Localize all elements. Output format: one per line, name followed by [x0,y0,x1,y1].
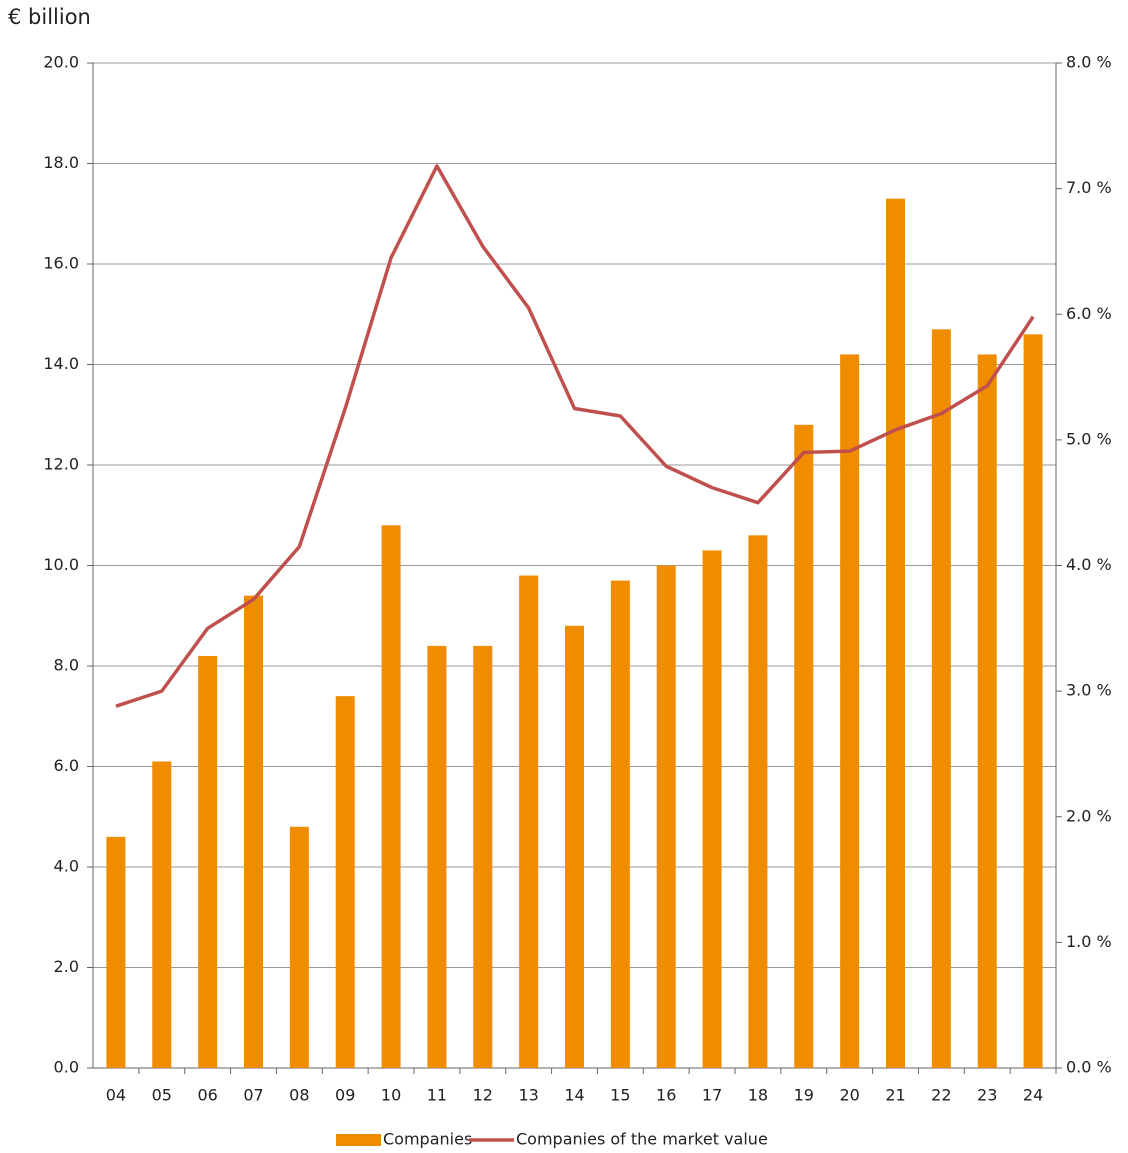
bar [656,565,676,1068]
bar [931,329,951,1068]
y2-tick-label: 1.0 % [1066,932,1112,951]
bar [152,761,172,1068]
y-tick-label: 10.0 [43,555,79,574]
y2-tick-label: 0.0 % [1066,1058,1112,1077]
x-tick-label: 14 [564,1086,584,1105]
x-tick-label: 13 [518,1086,538,1105]
y2-tick-label: 5.0 % [1066,429,1112,448]
y-axis-label: € billion [8,5,91,29]
y-tick-label: 20.0 [43,53,79,72]
bar [289,826,309,1068]
x-tick-label: 06 [197,1086,217,1105]
x-tick-label: 09 [335,1086,355,1105]
y-tick-label: 0.0 [54,1058,79,1077]
line [115,164,1035,708]
x-tick-label: 20 [839,1086,859,1105]
bar [381,525,401,1068]
x-tick-label: 08 [289,1086,309,1105]
x-tick-label: 17 [702,1086,722,1105]
x-tick-label: 18 [748,1086,768,1105]
y2-tick-label: 8.0 % [1066,53,1112,72]
bar [198,655,218,1068]
x-tick-label: 04 [106,1086,126,1105]
y-tick-label: 8.0 [54,656,79,675]
bar [427,645,447,1068]
x-tick-label: 11 [427,1086,447,1105]
y-tick-label: 12.0 [43,455,79,474]
bar [840,354,860,1068]
bar [106,836,126,1068]
x-tick-label: 07 [243,1086,263,1105]
x-tick-label: 23 [977,1086,997,1105]
bar [702,550,722,1068]
x-tick-label: 19 [794,1086,814,1105]
y-tick-label: 2.0 [54,957,79,976]
y-tick-label: 14.0 [43,354,79,373]
x-tick-label: 05 [152,1086,172,1105]
bar [473,645,493,1068]
y-tick-label: 18.0 [43,153,79,172]
y2-tick-label: 6.0 % [1066,304,1112,323]
x-tick-label: 15 [610,1086,630,1105]
bar [335,696,355,1068]
legend-swatch [336,1134,381,1146]
bar [794,424,814,1068]
bar [244,595,263,1068]
y2-tick-label: 2.0 % [1066,806,1112,825]
bar [886,198,905,1069]
bar [748,535,768,1068]
bar [610,580,630,1068]
bar [977,354,997,1068]
x-tick-label: 10 [381,1086,401,1105]
y2-tick-label: 4.0 % [1066,555,1112,574]
x-tick-label: 16 [656,1086,676,1105]
bar [565,625,584,1068]
legend-label: Companies of the market value [516,1130,768,1149]
x-tick-label: 12 [473,1086,493,1105]
y2-tick-label: 7.0 % [1066,178,1112,197]
legend-label: Companies [383,1130,472,1149]
x-tick-label: 22 [931,1086,951,1105]
bar [1023,334,1043,1069]
y2-tick-label: 3.0 % [1066,681,1112,700]
y-tick-label: 6.0 [54,756,79,775]
x-tick-label: 21 [885,1086,905,1105]
y-tick-label: 16.0 [43,254,79,273]
x-tick-label: 24 [1023,1086,1043,1105]
bar [519,575,539,1068]
y-tick-label: 4.0 [54,857,79,876]
